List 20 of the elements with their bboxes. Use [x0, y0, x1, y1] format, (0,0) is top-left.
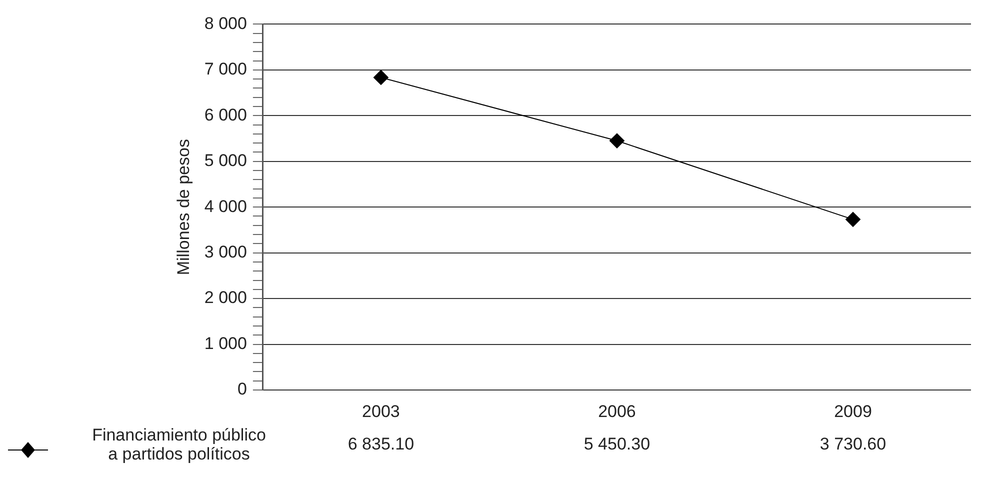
- y-tick-label: 7 000: [204, 60, 247, 79]
- y-tick-label: 0: [237, 380, 247, 399]
- x-tick-label: 2003: [362, 402, 400, 421]
- y-tick-label: 3 000: [204, 242, 247, 262]
- data-label: 6 835.10: [348, 434, 414, 454]
- x-tick-label: 2006: [598, 402, 636, 421]
- y-tick-label: 1 000: [204, 334, 247, 353]
- y-tick-label: 8 000: [204, 14, 247, 33]
- y-tick-label: 5 000: [204, 151, 247, 170]
- data-label: 5 450.30: [584, 434, 650, 454]
- y-tick-label: 4 000: [204, 196, 247, 216]
- point: [373, 70, 388, 85]
- y-tick-label: 6 000: [204, 105, 247, 124]
- point: [609, 133, 624, 148]
- y-tick-label: 2 000: [204, 288, 247, 308]
- y-axis-title: Millones de pesos: [174, 139, 193, 276]
- point: [845, 212, 860, 227]
- text: Financiamiento público a partidos políticos: [92, 426, 266, 464]
- data-label: 3 730.60: [820, 434, 886, 454]
- x-tick-label: 2009: [834, 402, 872, 421]
